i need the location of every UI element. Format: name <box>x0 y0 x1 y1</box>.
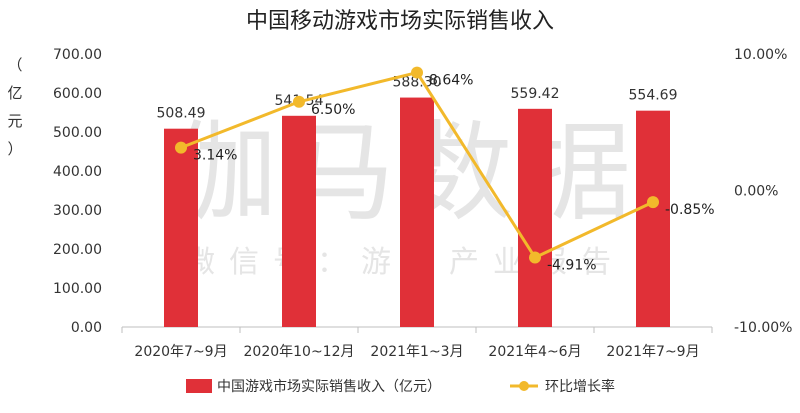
line-value-label: 3.14% <box>193 148 237 164</box>
left-tick-label: 0.00 <box>71 320 102 336</box>
line-value-label: 8.64% <box>429 73 473 89</box>
line-point <box>293 95 305 108</box>
y-axis-label: （ 亿元 ） <box>7 56 22 158</box>
legend-label-bar: 中国游戏市场实际销售收入（亿元） <box>217 378 441 395</box>
bar <box>164 128 198 327</box>
y-axis-label-char: 亿 <box>7 84 22 102</box>
bar <box>518 108 552 327</box>
x-tick-label: 2021年7~9月 <box>606 344 699 360</box>
line-value-labels: 3.14% 6.50% 8.64% -4.91% -0.85% <box>193 73 715 274</box>
x-axis-ticks <box>121 327 713 333</box>
bar-value-label: 508.49 <box>157 106 206 122</box>
left-axis-ticks: 0.00 100.00 200.00 300.00 400.00 500.00 600.00… <box>53 47 102 336</box>
chart-title: 中国移动游戏市场实际销售收入 <box>246 9 554 34</box>
left-tick-label: 300.00 <box>53 203 102 219</box>
line-series <box>175 66 659 264</box>
line-value-label: -0.85% <box>665 202 715 218</box>
bar-series <box>164 97 670 327</box>
bar <box>636 110 670 327</box>
y-axis-label-char: （ <box>7 56 22 74</box>
left-tick-label: 200.00 <box>53 242 102 258</box>
line-point <box>411 66 423 79</box>
left-tick-label: 700.00 <box>53 47 102 63</box>
right-axis-ticks: -10.00% 0.00% 10.00% <box>734 47 792 336</box>
bar-value-label: 588.30 <box>393 75 442 91</box>
x-tick-label: 2020年10~12月 <box>244 344 355 360</box>
x-axis-labels: 2020年7~9月 2020年10~12月 2021年1~3月 2021年4~6月 20… <box>134 344 699 360</box>
legend-swatch-bar <box>186 379 212 393</box>
legend: 中国游戏市场实际销售收入（亿元） 环比增长率 <box>186 378 615 395</box>
left-tick-label: 100.00 <box>53 281 102 297</box>
left-tick-label: 400.00 <box>53 164 102 180</box>
line-point <box>175 141 187 154</box>
line-point <box>647 196 659 209</box>
right-tick-label: -10.00% <box>734 320 792 336</box>
y-axis-label-char: ） <box>7 140 22 158</box>
right-tick-label: 0.00% <box>734 184 778 200</box>
x-tick-label: 2021年1~3月 <box>370 344 463 360</box>
bar <box>282 115 316 327</box>
bar-value-label: 554.69 <box>629 88 678 104</box>
x-tick-label: 2021年4~6月 <box>488 344 581 360</box>
line-value-label: 6.50% <box>311 102 355 118</box>
bar-value-label: 559.42 <box>511 86 560 102</box>
line-value-label: -4.91% <box>547 258 597 274</box>
x-tick-label: 2020年7~9月 <box>134 344 227 360</box>
bar <box>400 97 434 327</box>
legend-swatch-line-marker <box>519 381 529 391</box>
y-axis-label-char: 元 <box>7 112 22 130</box>
left-tick-label: 500.00 <box>53 125 102 141</box>
line-point <box>529 251 541 264</box>
legend-label-line: 环比增长率 <box>545 378 615 395</box>
left-tick-label: 600.00 <box>53 86 102 102</box>
right-tick-label: 10.00% <box>734 47 787 63</box>
